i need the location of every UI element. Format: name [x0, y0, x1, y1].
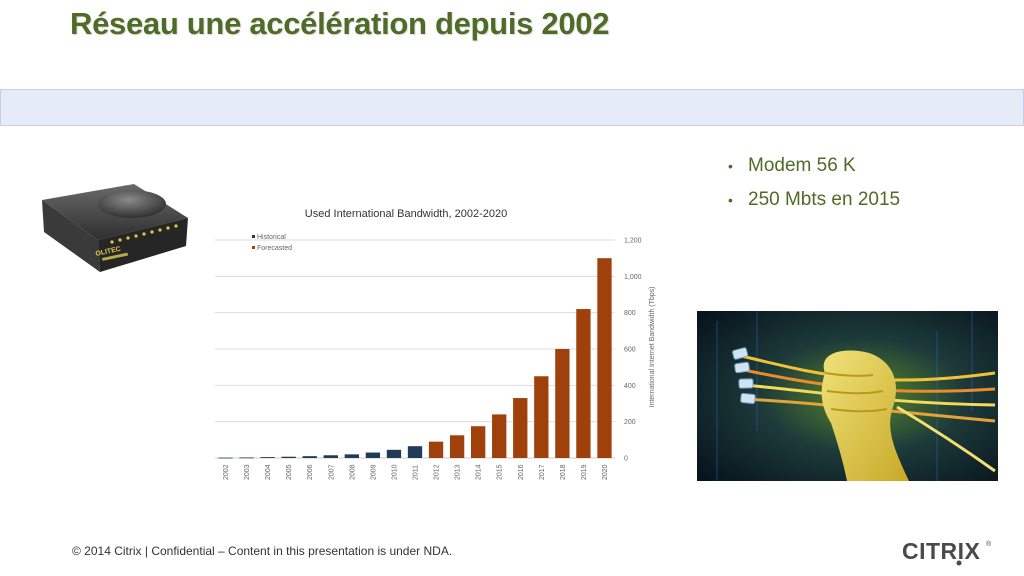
bar-forecasted-2018 — [555, 349, 570, 458]
x-tick-label: 2011 — [413, 465, 420, 480]
chart-y-ticks: 0 200 400 600 800 1,000 1,200 — [624, 238, 642, 463]
legend-swatch-historical — [252, 235, 255, 238]
chart-title: Used International Bandwidth, 2002-2020 — [305, 208, 507, 220]
slide-title: Réseau une accélération depuis 2002 — [70, 6, 610, 41]
x-tick-label: 2016 — [518, 464, 525, 480]
citrix-logo: CITRIX ® — [902, 538, 992, 566]
x-tick-label: 2010 — [391, 464, 398, 480]
bar-forecasted-2015 — [492, 414, 507, 458]
bar-forecasted-2016 — [513, 398, 528, 458]
bullet-dot: • — [728, 192, 733, 208]
chart-x-ticks: 2002 2003 2004 2005 2006 2007 2008 2009 2010 2011… — [223, 464, 609, 480]
citrix-logo-text: CITRIX — [902, 538, 981, 564]
bar-forecasted-2012 — [428, 441, 444, 458]
citrix-logo-dot — [956, 560, 962, 566]
legend-forecasted: Forecasted — [257, 245, 292, 252]
modem-photo: OLITEC — [42, 184, 188, 272]
chart-y-axis-label: International Internet Bandwidth (Tbps) — [649, 286, 656, 407]
y-tick-label: 200 — [624, 419, 636, 426]
legend-historical: Historical — [257, 234, 286, 241]
bullet-text: 250 Mbts en 2015 — [748, 189, 901, 210]
chart-grid — [215, 239, 615, 459]
x-tick-label: 2018 — [560, 464, 567, 480]
bullet-list: • Modem 56 K • 250 Mbts en 2015 — [728, 152, 900, 220]
bar-historical-2006 — [302, 456, 317, 458]
bar-historical-2004 — [260, 457, 275, 458]
x-tick-label: 2015 — [497, 464, 504, 480]
y-tick-label: 800 — [624, 310, 636, 317]
bar-forecasted-2020 — [597, 258, 612, 458]
chart-legend: Historical Forecasted — [252, 234, 292, 252]
y-tick-label: 400 — [624, 383, 636, 390]
x-tick-label: 2004 — [265, 464, 272, 480]
bar-forecasted-2014 — [471, 426, 486, 458]
bandwidth-chart: Used International Bandwidth, 2002-2020 … — [215, 208, 656, 480]
header-band — [0, 89, 1024, 126]
bullet-item: • 250 Mbts en 2015 — [728, 186, 900, 220]
y-tick-label: 1,000 — [624, 274, 642, 281]
x-tick-label: 2019 — [581, 464, 588, 480]
bullet-text: Modem 56 K — [748, 155, 856, 176]
footer-text: © 2014 Citrix | Confidential – Content i… — [72, 544, 453, 558]
bar-historical-2011 — [407, 446, 423, 458]
x-tick-label: 2006 — [307, 464, 314, 480]
bar-forecasted-2019 — [576, 309, 591, 458]
network-cables-photo — [697, 311, 998, 481]
x-tick-label: 2008 — [349, 464, 356, 480]
x-tick-label: 2013 — [455, 464, 462, 480]
x-tick-label: 2009 — [370, 464, 377, 480]
x-tick-label: 2014 — [476, 464, 483, 480]
bullet-item: • Modem 56 K — [728, 152, 900, 186]
x-tick-label: 2003 — [244, 464, 251, 480]
x-tick-label: 2007 — [328, 464, 335, 480]
bar-historical-2002 — [218, 457, 233, 459]
chart-bars — [218, 258, 612, 459]
bar-historical-2009 — [365, 452, 381, 458]
bullet-dot: • — [728, 158, 733, 174]
x-tick-label: 2002 — [223, 464, 230, 480]
bar-forecasted-2013 — [449, 435, 465, 458]
x-tick-label: 2017 — [539, 464, 546, 480]
y-tick-label: 600 — [624, 347, 636, 354]
x-tick-label: 2012 — [434, 464, 441, 480]
y-tick-label: 0 — [624, 456, 628, 463]
legend-swatch-forecasted — [252, 246, 255, 249]
y-tick-label: 1,200 — [624, 238, 642, 245]
registered-mark: ® — [986, 540, 992, 548]
bar-forecasted-2017 — [534, 376, 549, 458]
x-tick-label: 2005 — [286, 464, 293, 480]
bar-historical-2003 — [239, 457, 254, 459]
bar-historical-2005 — [281, 456, 296, 458]
bar-historical-2007 — [323, 455, 338, 458]
bar-historical-2010 — [386, 449, 402, 458]
x-tick-label: 2020 — [602, 464, 609, 480]
bar-historical-2008 — [344, 454, 359, 458]
